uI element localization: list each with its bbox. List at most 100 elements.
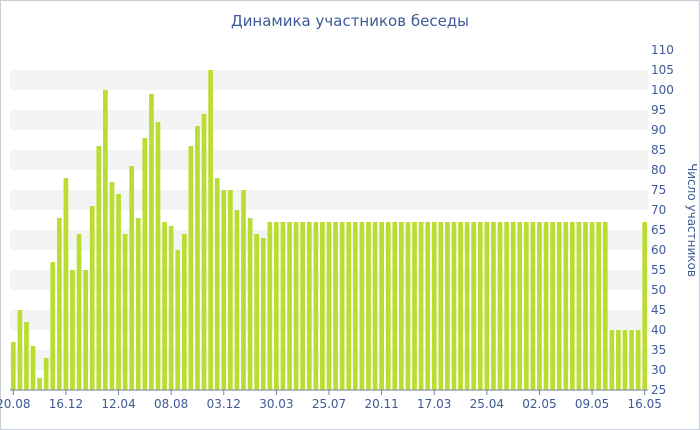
bar[interactable] [129, 166, 135, 390]
bar[interactable] [556, 222, 562, 390]
bar[interactable] [616, 330, 621, 390]
bar[interactable] [188, 146, 194, 390]
bar[interactable] [76, 234, 82, 390]
bar[interactable] [30, 346, 36, 390]
bar[interactable] [471, 222, 477, 390]
bar[interactable] [622, 330, 628, 390]
bar[interactable] [109, 182, 115, 390]
bar[interactable] [523, 222, 529, 390]
bar[interactable] [609, 330, 615, 390]
bar[interactable] [530, 222, 536, 390]
bar[interactable] [346, 222, 352, 390]
bar[interactable] [405, 222, 411, 390]
bar[interactable] [385, 222, 391, 390]
bar[interactable] [254, 234, 260, 390]
bar[interactable] [155, 122, 161, 390]
bar[interactable] [491, 222, 496, 390]
bar[interactable] [247, 218, 253, 390]
bar[interactable] [63, 178, 69, 390]
bar[interactable] [208, 70, 213, 390]
bar[interactable] [221, 190, 227, 390]
bar[interactable] [352, 222, 358, 390]
bar[interactable] [418, 222, 424, 390]
bar[interactable] [17, 310, 23, 390]
bar[interactable] [274, 222, 279, 390]
bar[interactable] [260, 238, 266, 390]
bar[interactable] [464, 222, 470, 390]
bar[interactable] [398, 222, 404, 390]
bar[interactable] [195, 126, 200, 390]
bar[interactable] [37, 378, 42, 390]
bar[interactable] [320, 222, 325, 390]
bar[interactable] [438, 222, 444, 390]
bar[interactable] [43, 358, 49, 390]
bar[interactable] [326, 222, 332, 390]
bar[interactable] [372, 222, 378, 390]
bar[interactable] [543, 222, 549, 390]
bar[interactable] [83, 270, 89, 390]
y-tick-label: 85 [651, 143, 666, 157]
bar[interactable] [642, 222, 648, 390]
bar[interactable] [300, 222, 306, 390]
bar[interactable] [162, 222, 167, 390]
bar[interactable] [379, 222, 384, 390]
x-tick-label: 09.05 [575, 397, 609, 411]
bar[interactable] [333, 222, 338, 390]
bar[interactable] [359, 222, 365, 390]
bar[interactable] [510, 222, 516, 390]
bar[interactable] [445, 222, 450, 390]
bar[interactable] [122, 234, 128, 390]
bar[interactable] [431, 222, 437, 390]
bar[interactable] [537, 222, 542, 390]
bar[interactable] [103, 90, 108, 390]
bar[interactable] [569, 222, 575, 390]
bar[interactable] [484, 222, 490, 390]
bar[interactable] [563, 222, 569, 390]
bar[interactable] [70, 270, 75, 390]
bar[interactable] [550, 222, 555, 390]
bar[interactable] [602, 222, 608, 390]
bar[interactable] [181, 234, 187, 390]
bar[interactable] [56, 218, 62, 390]
bar[interactable] [89, 206, 95, 390]
bar[interactable] [287, 222, 292, 390]
bar[interactable] [293, 222, 299, 390]
bar[interactable] [168, 226, 174, 390]
bar[interactable] [241, 190, 246, 390]
bar[interactable] [589, 222, 595, 390]
bar[interactable] [339, 222, 345, 390]
bar[interactable] [392, 222, 398, 390]
bar[interactable] [234, 210, 240, 390]
bar[interactable] [504, 222, 509, 390]
bar-series [10, 70, 648, 390]
bar[interactable] [306, 222, 312, 390]
bar[interactable] [50, 262, 56, 390]
bar[interactable] [635, 330, 641, 390]
bar[interactable] [175, 250, 181, 390]
bar[interactable] [412, 222, 417, 390]
bar[interactable] [142, 138, 148, 390]
bar[interactable] [149, 94, 154, 390]
bar[interactable] [24, 322, 29, 390]
bar[interactable] [96, 146, 102, 390]
bar[interactable] [201, 114, 207, 390]
bar[interactable] [497, 222, 503, 390]
bar[interactable] [583, 222, 588, 390]
bar[interactable] [366, 222, 371, 390]
bar[interactable] [267, 222, 273, 390]
bar[interactable] [517, 222, 523, 390]
bar[interactable] [596, 222, 602, 390]
bar[interactable] [458, 222, 463, 390]
bar[interactable] [451, 222, 457, 390]
bar[interactable] [10, 342, 16, 390]
bar[interactable] [135, 218, 141, 390]
bar[interactable] [227, 190, 233, 390]
bar[interactable] [313, 222, 319, 390]
bar[interactable] [214, 178, 220, 390]
bar[interactable] [629, 330, 634, 390]
bar[interactable] [477, 222, 483, 390]
bar[interactable] [425, 222, 431, 390]
bar[interactable] [116, 194, 121, 390]
bar[interactable] [280, 222, 286, 390]
bar[interactable] [576, 222, 582, 390]
